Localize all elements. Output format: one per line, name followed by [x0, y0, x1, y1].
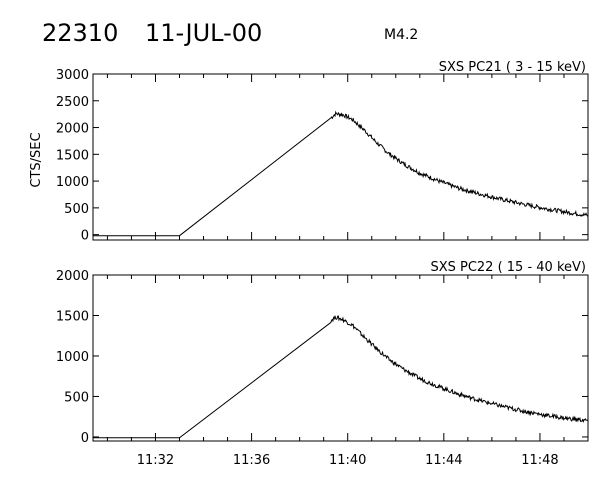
- y-tick-label: 2000: [56, 122, 89, 137]
- y-tick-label: 1000: [56, 350, 89, 365]
- panel-pc21-series-line: [93, 110, 589, 237]
- panel-pc21-y-ticks: 0 500 1000 1500 2000 2500 3000: [56, 68, 588, 244]
- y-tick-label: 500: [64, 202, 89, 217]
- panel-pc21-frame: [92, 73, 589, 241]
- y-axis-label: CTS/SEC: [29, 132, 44, 187]
- panel-pc22-frame: [92, 274, 589, 442]
- panel-pc22-series-line: [93, 315, 589, 439]
- y-tick-label: 3000: [56, 68, 89, 83]
- x-tick-label: 11:48: [521, 453, 558, 468]
- event-date: 11-JUL-00: [145, 19, 262, 47]
- y-tick-label: 0: [81, 431, 89, 446]
- x-tick-label: 11:36: [233, 453, 270, 468]
- event-id: 22310: [42, 19, 118, 47]
- y-tick-label: 1500: [56, 148, 89, 163]
- y-tick-label: 500: [64, 390, 89, 405]
- y-tick-label: 0: [81, 229, 89, 244]
- flare-class: M4.2: [384, 27, 418, 43]
- y-tick-label: 1500: [56, 309, 89, 324]
- panel-pc22-title: SXS PC22 ( 15 - 40 keV): [430, 260, 586, 275]
- y-tick-label: 1000: [56, 175, 89, 190]
- panel-pc21-title: SXS PC21 ( 3 - 15 keV): [439, 60, 586, 75]
- x-tick-label: 11:44: [425, 453, 462, 468]
- panel-pc21-x-ticks: [106, 74, 589, 240]
- panel-pc22-y-ticks: 0 500 1000 1500 2000: [56, 269, 588, 446]
- y-tick-label: 2500: [56, 95, 89, 110]
- panel-pc21: SXS PC21 ( 3 - 15 keV) CTS/SEC 0 500 1000 1…: [29, 60, 589, 244]
- x-tick-label: 11:40: [329, 453, 366, 468]
- y-tick-label: 2000: [56, 269, 89, 284]
- x-tick-label: 11:32: [137, 453, 174, 468]
- panel-pc22-x-ticks: 11:32 11:36 11:40 11:44 11:48: [106, 275, 589, 468]
- panel-pc22: SXS PC22 ( 15 - 40 keV) 0 500 1000 1500 2000…: [56, 260, 589, 468]
